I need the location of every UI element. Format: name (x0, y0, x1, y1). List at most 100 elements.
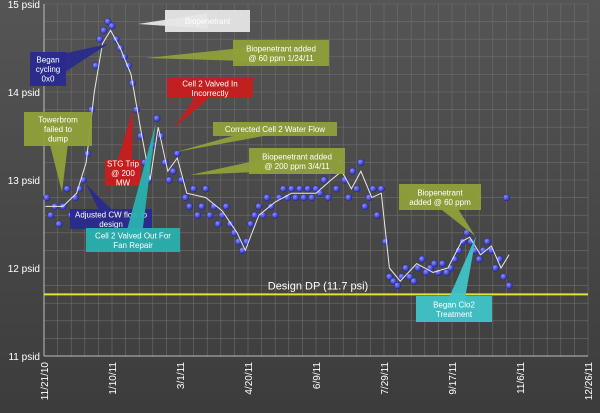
annotation-text: Adjusted CW flow to (75, 210, 148, 219)
data-point (206, 211, 214, 219)
annotation-text: Treatment (436, 310, 473, 319)
annotation-text: Cell 2 Valved In (182, 79, 237, 88)
data-point (296, 185, 304, 193)
trend-line (45, 29, 510, 282)
data-point (345, 194, 353, 202)
annotation-box (213, 122, 337, 136)
data-point (153, 114, 161, 122)
data-point (349, 167, 357, 175)
annotation-text: Began (36, 56, 59, 65)
annotation-biopenetrant-60-jan: Biopenetrant added@ 60 ppm 1/24/11 (146, 40, 329, 66)
annotation-text: 0x0 (42, 75, 55, 84)
data-point (390, 277, 398, 285)
annotation-box (24, 112, 92, 146)
axes: 11 psid 12 psid 13 psid 14 psid 15 psid 11/21… (8, 0, 595, 400)
data-point (292, 194, 300, 202)
data-point (475, 255, 483, 263)
y-tick-label: 15 psid (8, 0, 40, 11)
annotation-box (249, 148, 345, 174)
data-point (222, 202, 230, 210)
annotation-text: cycling (36, 65, 60, 74)
x-tick-label: 7/29/11 (380, 362, 391, 395)
data-point (300, 194, 308, 202)
annotation-text: STG Trip (107, 160, 140, 169)
data-point (108, 22, 116, 30)
annotation-text: @ 200 (111, 169, 135, 178)
y-tick-label: 13 psid (8, 176, 40, 187)
annotation-box (105, 160, 141, 186)
annotation-text: Began Clo2 (433, 300, 475, 309)
data-point (373, 211, 381, 219)
annotation-text: dump (48, 135, 69, 144)
data-point (181, 194, 189, 202)
data-point (505, 282, 513, 290)
data-point (381, 238, 389, 246)
data-point (63, 185, 71, 193)
data-point (190, 185, 198, 193)
annotation-box (86, 228, 180, 252)
design-dp-label: Design DP (11.7 psi) (268, 280, 368, 292)
data-point (218, 211, 226, 219)
x-tick-label: 11/6/11 (516, 362, 527, 394)
annotation-text: @ 60 ppm 1/24/11 (248, 54, 314, 63)
data-point (443, 268, 451, 276)
data-point (104, 18, 112, 26)
data-point (202, 185, 210, 193)
data-point (214, 220, 222, 228)
annotation-box (399, 184, 481, 210)
x-tick-label: 6/9/11 (312, 362, 323, 389)
data-point (361, 202, 369, 210)
annotation-box (233, 40, 329, 66)
annotation-text: @ 200 ppm 3/4/11 (264, 162, 330, 171)
data-point (410, 277, 418, 285)
x-tick-label: 12/26/11 (584, 362, 595, 401)
annotation-pointer (445, 236, 476, 312)
data-point (406, 273, 414, 281)
data-point (279, 185, 287, 193)
data-point (385, 273, 393, 281)
data-point (312, 185, 320, 193)
x-tick-label: 4/20/11 (244, 362, 255, 395)
data-point (43, 194, 51, 202)
x-tick-label: 3/1/11 (176, 362, 187, 389)
data-point (308, 194, 316, 202)
data-point (353, 185, 361, 193)
annotation-text: failed to (44, 125, 73, 134)
annotation-text: Cell 2 Valved Out For (95, 231, 171, 240)
data-point (173, 150, 181, 158)
data-point (394, 282, 402, 290)
data-point (492, 264, 500, 272)
data-point (332, 185, 340, 193)
data-point (186, 202, 194, 210)
data-point (47, 211, 55, 219)
annotation-biopenetrant-200: Biopenetrant added@ 200 ppm 3/4/11 (190, 148, 345, 175)
annotation-text: added @ 60 ppm (409, 198, 471, 207)
data-point (169, 167, 177, 175)
annotation-text: Biopenetrant added (246, 44, 316, 53)
data-point (316, 189, 324, 197)
trend-line-group (45, 29, 510, 282)
annotation-text: Biopenetrant added (262, 152, 332, 161)
annotation-text: Corrected Cell 2 Water Flow (225, 125, 325, 134)
data-point (500, 273, 508, 281)
data-point (483, 238, 491, 246)
annotation-pointer (124, 122, 156, 242)
data-point (288, 185, 296, 193)
data-point (259, 211, 267, 219)
data-point (271, 211, 279, 219)
data-point (55, 220, 63, 228)
annotation-text: Fan Repair (113, 241, 153, 250)
data-point (79, 176, 87, 184)
annotation-text: design (99, 220, 123, 229)
annotation-corrected-cell2: Corrected Cell 2 Water Flow (176, 122, 337, 152)
data-point (369, 185, 377, 193)
data-point (438, 260, 446, 268)
x-tick-label: 11/21/10 (40, 362, 51, 401)
